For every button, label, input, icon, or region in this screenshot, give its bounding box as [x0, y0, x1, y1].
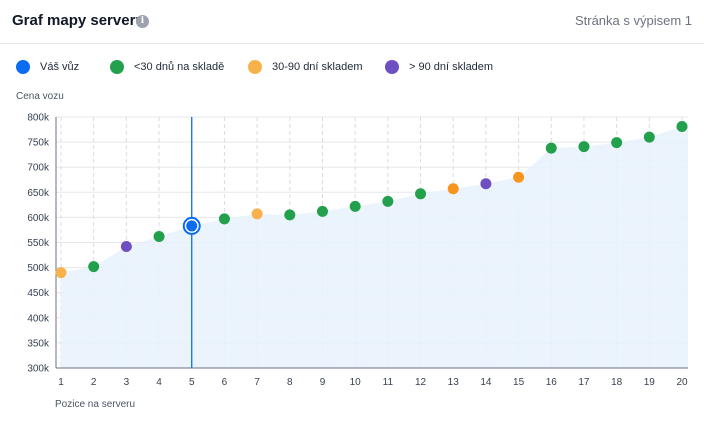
x-tick-label: 3: [124, 377, 130, 388]
info-icon[interactable]: i: [136, 15, 149, 28]
y-tick-label: 600k: [27, 213, 50, 224]
data-point: [611, 137, 623, 149]
chart-legend: Váš vůz <30 dnů na skladě 30-90 dní skla…: [0, 57, 704, 77]
legend-dot-30-90: [248, 60, 262, 74]
x-tick-label: 20: [676, 377, 688, 388]
x-tick-label: 11: [383, 377, 394, 388]
data-point: [316, 205, 328, 217]
data-point: [480, 178, 492, 190]
x-axis-title: Pozice na serveru: [55, 399, 136, 410]
legend-label-over-90: > 90 dní skladem: [409, 61, 494, 73]
x-tick-label: 12: [415, 377, 427, 388]
data-point: [284, 209, 296, 221]
data-point: [382, 195, 394, 207]
legend-item-over-90: > 90 dní skladem: [385, 57, 493, 77]
x-tick-label: 8: [287, 377, 293, 388]
chart-header: Graf mapy serveru i Stránka s výpisem 1: [0, 0, 704, 44]
y-tick-label: 550k: [27, 238, 50, 249]
x-tick-label: 15: [513, 377, 525, 388]
data-point: [88, 261, 100, 273]
y-tick-label: 350k: [27, 338, 50, 349]
price-area: [61, 126, 688, 369]
y-tick-label: 800k: [27, 113, 50, 124]
x-tick-label: 1: [58, 377, 64, 388]
page-indicator: Stránka s výpisem 1: [574, 13, 692, 28]
y-tick-label: 300k: [27, 364, 50, 375]
y-tick-label: 400k: [27, 313, 50, 324]
data-point: [578, 141, 590, 153]
data-point: [643, 131, 655, 143]
data-point: [447, 183, 459, 195]
y-tick-label: 700k: [27, 163, 50, 174]
legend-dot-your-car: [16, 60, 30, 74]
x-tick-label: 19: [644, 377, 656, 388]
x-tick-label: 5: [189, 377, 195, 388]
data-point: [55, 267, 67, 279]
x-tick-label: 6: [222, 377, 228, 388]
x-tick-label: 17: [578, 377, 590, 388]
legend-label-under-30: <30 dnů na skladě: [134, 61, 225, 73]
legend-item-30-90: 30-90 dní skladem: [248, 57, 363, 77]
x-tick-label: 13: [448, 377, 460, 388]
y-tick-label: 450k: [27, 288, 50, 299]
data-point: [513, 171, 525, 183]
legend-item-under-30: <30 dnů na skladě: [110, 57, 224, 77]
data-point: [349, 200, 361, 212]
y-tick-label: 650k: [27, 188, 50, 199]
data-point: [415, 188, 427, 200]
chart-title: Graf mapy serveru: [12, 12, 145, 29]
legend-item-your-car: Váš vůz: [16, 57, 79, 77]
legend-label-your-car: Váš vůz: [40, 61, 80, 73]
x-tick-label: 16: [546, 377, 558, 388]
y-tick-label: 500k: [27, 263, 50, 274]
x-tick-label: 4: [156, 377, 162, 388]
y-axis-title: Cena vozu: [16, 91, 64, 102]
x-tick-label: 14: [480, 377, 492, 388]
data-point: [218, 213, 230, 225]
x-tick-label: 9: [320, 377, 326, 388]
x-tick-label: 2: [91, 377, 97, 388]
y-tick-label: 750k: [27, 138, 50, 149]
x-tick-label: 7: [254, 377, 260, 388]
data-point: [545, 142, 557, 154]
data-point: [120, 241, 132, 253]
legend-dot-over-90: [385, 60, 399, 74]
data-point: [153, 230, 165, 242]
x-tick-label: 10: [350, 377, 362, 388]
data-point: [251, 208, 263, 220]
x-tick-label: 18: [611, 377, 623, 388]
data-point: [676, 121, 688, 133]
your-car-point: [186, 220, 198, 232]
legend-dot-under-30: [110, 60, 124, 74]
legend-label-30-90: 30-90 dní skladem: [272, 61, 363, 73]
